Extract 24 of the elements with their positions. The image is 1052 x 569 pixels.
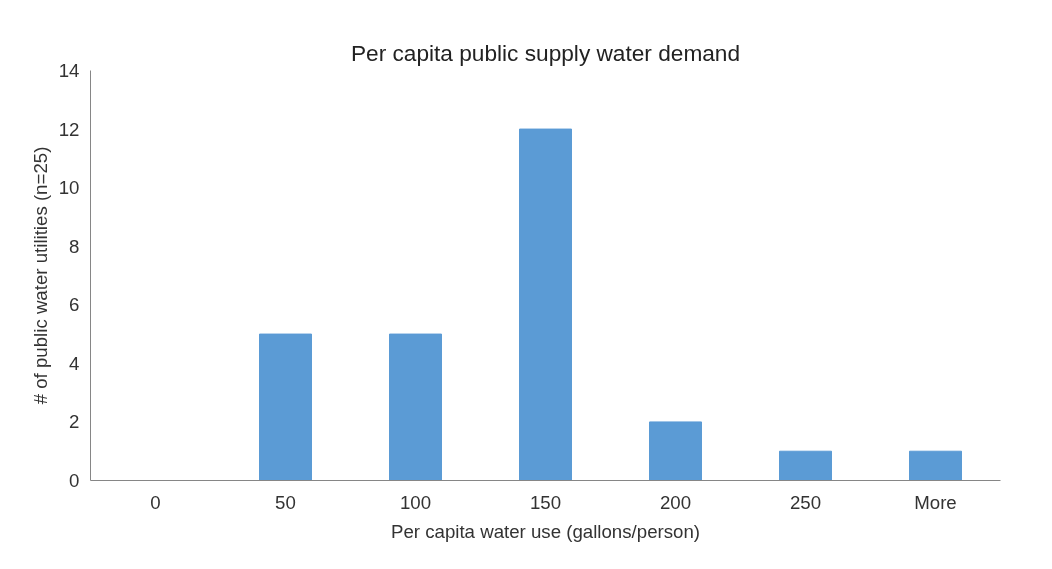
x-tick-label: More [914,491,957,513]
x-tick-label: 150 [529,491,562,513]
bar [909,450,962,481]
x-tick-label: 50 [275,491,296,513]
bar [649,421,702,481]
bar [779,450,832,481]
y-tick-label: 4 [69,352,80,374]
y-tick-label: 8 [69,235,80,257]
x-tick-label: 0 [150,491,161,513]
bar [259,333,312,481]
x-tick-label: 100 [399,491,432,513]
bar [519,128,572,481]
x-tick-label: 250 [789,491,822,513]
y-tick-label: 14 [58,60,80,81]
x-axis-title: Per capita water use (gallons/person) [390,520,701,542]
y-axis-title: # of public water utilities (n=25) [29,146,51,405]
chart-title: Per capita public supply water demand [350,39,741,66]
y-tick-label: 12 [58,118,80,140]
y-tick-label: 10 [58,177,80,199]
x-tick-label: 200 [659,491,692,513]
bar [389,333,442,481]
y-tick-label: 6 [69,294,80,316]
y-tick-label: 0 [69,470,80,491]
y-tick-label: 2 [69,411,80,433]
